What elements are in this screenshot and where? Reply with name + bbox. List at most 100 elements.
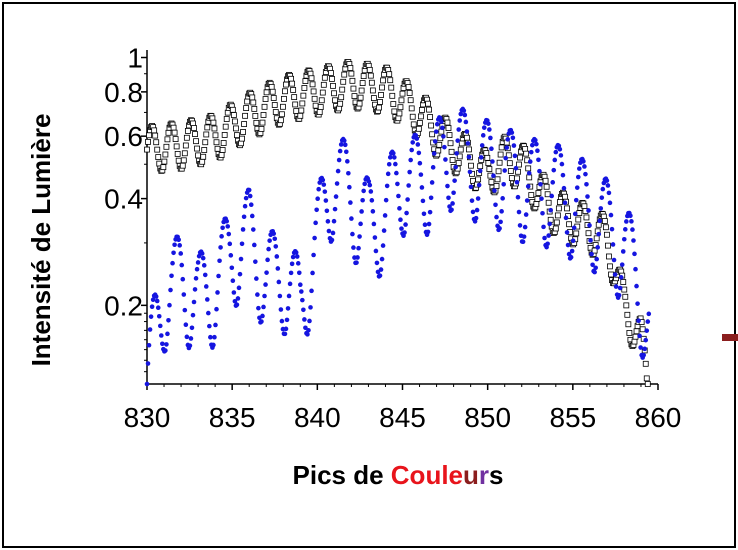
data-point [259, 119, 266, 126]
data-point [236, 285, 242, 291]
data-point [384, 183, 390, 189]
data-point [194, 145, 200, 152]
data-point [293, 108, 300, 115]
data-point [444, 119, 451, 126]
data-point [231, 290, 237, 295]
data-point [399, 90, 406, 97]
data-point [542, 177, 549, 184]
data-point [504, 145, 510, 150]
data-point [325, 219, 331, 224]
data-point [340, 78, 347, 85]
data-point [595, 221, 602, 228]
data-point [354, 260, 359, 265]
data-point [179, 162, 186, 169]
data-point [372, 235, 378, 240]
data-point [250, 99, 257, 106]
data-point [253, 119, 260, 126]
data-point [497, 226, 502, 231]
data-point [488, 135, 493, 141]
data-point [204, 124, 211, 131]
data-point [388, 84, 395, 91]
x-tick-label: 835 [209, 402, 256, 433]
data-point [366, 179, 372, 184]
x-tick-label: 860 [635, 402, 682, 433]
data-point [570, 238, 576, 244]
data-point [378, 92, 384, 98]
data-point [277, 293, 283, 299]
data-point [356, 100, 363, 107]
data-point [183, 134, 190, 141]
data-point [527, 159, 533, 164]
data-point [604, 178, 610, 183]
data-point [452, 178, 457, 183]
data-point [607, 263, 613, 270]
data-point [349, 77, 356, 84]
data-point [201, 147, 208, 153]
data-point [536, 157, 541, 163]
data-point [581, 159, 586, 164]
data-point [207, 323, 212, 329]
data-point [422, 222, 428, 227]
data-point [331, 90, 337, 97]
data-point [568, 254, 574, 260]
data-point [299, 289, 304, 294]
data-point [367, 182, 373, 188]
data-point [282, 88, 288, 95]
data-point [192, 131, 198, 137]
data-point [184, 334, 190, 340]
data-point [144, 146, 150, 153]
data-point [581, 203, 588, 210]
data-point [216, 273, 221, 279]
data-point [634, 283, 639, 289]
data-point [210, 119, 217, 126]
data-point [334, 181, 340, 186]
data-point [171, 250, 176, 256]
data-point [336, 157, 342, 163]
data-point [172, 136, 179, 142]
data-point [551, 167, 557, 173]
data-point [249, 94, 256, 101]
data-point [632, 251, 637, 257]
data-point [493, 202, 498, 208]
data-point [258, 125, 265, 132]
data-point [602, 224, 609, 231]
data-point [311, 252, 316, 258]
data-point [172, 242, 177, 248]
data-point [271, 102, 278, 108]
data-point [488, 179, 495, 186]
data-point [368, 79, 375, 86]
data-point [241, 214, 247, 220]
data-point [609, 226, 615, 232]
x-tick-label: 855 [549, 402, 596, 433]
data-point [480, 133, 486, 138]
data-point [144, 381, 150, 387]
data-point [419, 185, 425, 190]
data-point [611, 257, 617, 263]
data-point [337, 148, 343, 154]
data-point [425, 100, 431, 107]
data-point [351, 245, 356, 250]
data-point [427, 209, 433, 215]
data-point [202, 139, 209, 146]
data-point [393, 161, 398, 167]
data-point [419, 107, 425, 113]
data-point [409, 147, 414, 153]
data-point [252, 242, 257, 248]
data-point [545, 241, 550, 247]
data-point [242, 112, 249, 119]
data-point [199, 158, 206, 165]
data-point [283, 326, 289, 332]
data-point [396, 193, 401, 199]
data-point [481, 125, 487, 130]
data-point [509, 130, 515, 135]
data-point [463, 134, 470, 141]
data-point [230, 278, 236, 283]
data-point [635, 301, 640, 306]
data-point [534, 141, 539, 147]
data-point [321, 182, 327, 187]
data-point [374, 260, 380, 266]
data-point [224, 109, 231, 116]
data-point [416, 119, 423, 126]
data-point [585, 230, 592, 237]
data-point [166, 317, 171, 323]
